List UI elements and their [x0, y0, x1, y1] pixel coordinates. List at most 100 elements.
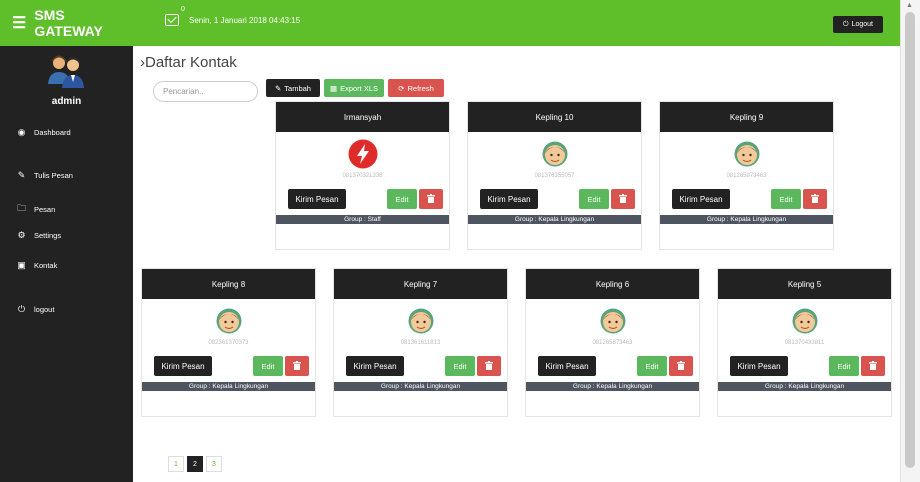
user-avatar-icon: [790, 306, 820, 336]
edit-button[interactable]: Edit: [637, 356, 667, 376]
user-avatar-icon: [732, 139, 762, 169]
sidebar-item-logout[interactable]: ⏻ logout: [16, 304, 55, 315]
kirim-pesan-button[interactable]: Kirim Pesan: [730, 356, 788, 376]
kirim-pesan-button[interactable]: Kirim Pesan: [672, 189, 730, 209]
tambah-button[interactable]: ✎ Tambah: [266, 79, 320, 97]
mail-icon[interactable]: 0: [165, 6, 185, 26]
page-1[interactable]: 1: [168, 456, 184, 472]
contact-group: Group : Kepala Lingkungan: [660, 215, 833, 224]
sidebar-item-label: Tulis Pesan: [34, 171, 73, 180]
contact-group: Group : Kepala Lingkungan: [526, 382, 699, 391]
file-excel-icon: ▦: [329, 83, 338, 93]
kirim-pesan-button[interactable]: Kirim Pesan: [538, 356, 596, 376]
trash-icon: [811, 190, 819, 208]
sidebar-item-kontak[interactable]: ▣ Kontak: [16, 260, 57, 271]
admin-avatar: [46, 52, 86, 92]
admin-name: admin: [51, 96, 82, 107]
brand-title: SMS GATEWAY: [34, 7, 103, 39]
kirim-pesan-button[interactable]: Kirim Pesan: [288, 189, 346, 209]
user-avatar-icon: [406, 306, 436, 336]
gears-icon: ⚙: [17, 230, 26, 240]
edit-button[interactable]: Edit: [579, 189, 609, 209]
logout-label: Logout: [851, 21, 873, 28]
contact-phone: 081361611813: [400, 340, 441, 346]
delete-button[interactable]: [803, 189, 827, 209]
edit-icon: ✎: [275, 83, 282, 93]
contact-card: Kepling 10 081376355057 Kirim Pesan Edit Gro…: [467, 101, 642, 250]
delete-button[interactable]: [861, 356, 885, 376]
mail-count: 0: [181, 6, 185, 13]
power-icon: ⏻: [843, 20, 849, 28]
sidebar-item-dashboard[interactable]: ◉ Dashboard: [16, 127, 71, 138]
sidebar-item-pesan[interactable]: 🗀 Pesan: [16, 201, 55, 217]
sidebar-item-settings[interactable]: ⚙ Settings: [16, 230, 61, 241]
contact-name: Kepling 5: [718, 269, 891, 299]
date-area: 0 Senin, 1 Januari 2018 04:43:15: [165, 6, 301, 26]
page-title: ›Daftar Kontak: [140, 54, 237, 71]
edit-icon: ✎: [17, 170, 26, 180]
delete-button[interactable]: [669, 356, 693, 376]
delete-button[interactable]: [477, 356, 501, 376]
kirim-pesan-button[interactable]: Kirim Pesan: [154, 356, 212, 376]
sidebar-item-tulis-pesan[interactable]: ✎ Tulis Pesan: [16, 170, 73, 181]
scrollbar[interactable]: ▲: [900, 0, 920, 482]
contact-card: Irmansyah 081370321336 Kirim Pesan Edit Grou…: [275, 101, 450, 250]
folder-icon: 🗀: [16, 203, 26, 213]
contact-phone: 082361370373: [208, 340, 249, 346]
contact-name: Kepling 9: [660, 102, 833, 132]
logout-button[interactable]: ⏻ Logout: [833, 16, 883, 33]
edit-button[interactable]: Edit: [829, 356, 859, 376]
contact-name: Kepling 7: [334, 269, 507, 299]
trash-icon: [869, 357, 877, 375]
page-3[interactable]: 3: [206, 456, 222, 472]
trash-icon: [619, 190, 627, 208]
contact-group: Group : Kepala Lingkungan: [468, 215, 641, 224]
datetime: Senin, 1 Januari 2018 04:43:15: [189, 15, 301, 25]
address-book-icon: ▣: [17, 260, 26, 270]
scroll-up-icon[interactable]: ▲: [906, 2, 913, 9]
dashboard-icon: ◉: [17, 127, 26, 137]
flash-avatar-icon: [348, 139, 378, 169]
contact-card: Kepling 7 081361611813 Kirim Pesan Edit Grou…: [333, 268, 508, 417]
sidebar-item-label: Settings: [34, 231, 62, 240]
kirim-pesan-button[interactable]: Kirim Pesan: [346, 356, 404, 376]
export-xls-button[interactable]: ▦ Export XLS: [324, 79, 384, 97]
trash-icon: [293, 357, 301, 375]
contact-name: Kepling 10: [468, 102, 641, 132]
delete-button[interactable]: [611, 189, 635, 209]
sidebar: admin ◉ Dashboard ✎ Tulis Pesan 🗀 Pesan …: [0, 46, 133, 482]
refresh-icon: ⟳: [398, 83, 405, 93]
pagination: 1 2 3: [168, 456, 222, 472]
user-avatar-icon: [540, 139, 570, 169]
edit-button[interactable]: Edit: [445, 356, 475, 376]
scroll-thumb[interactable]: [905, 12, 915, 468]
edit-button[interactable]: Edit: [387, 189, 417, 209]
kirim-pesan-button[interactable]: Kirim Pesan: [480, 189, 538, 209]
user-avatar-icon: [598, 306, 628, 336]
sidebar-item-label: Pesan: [34, 204, 56, 214]
contact-phone: 081376355057: [534, 173, 575, 179]
menu-toggle-icon[interactable]: ☰: [12, 15, 27, 32]
refresh-label: Refresh: [407, 83, 434, 93]
contact-phone: 081370433811: [784, 340, 825, 346]
edit-button[interactable]: Edit: [253, 356, 283, 376]
export-label: Export XLS: [340, 83, 379, 93]
contact-name: Irmansyah: [276, 102, 449, 132]
contact-phone: 081265873463: [592, 340, 633, 346]
brand[interactable]: ☰ SMS GATEWAY: [0, 0, 133, 46]
delete-button[interactable]: [285, 356, 309, 376]
edit-button[interactable]: Edit: [771, 189, 801, 209]
contact-group: Group : Kepala Lingkungan: [334, 382, 507, 391]
search-input[interactable]: Pencarian..: [153, 81, 258, 102]
contact-card: Kepling 9 081265873463 Kirim Pesan Edit Grou…: [659, 101, 834, 250]
sidebar-item-label: logout: [34, 305, 55, 314]
contact-group: Group : Staff: [276, 215, 449, 224]
sidebar-item-label: Dashboard: [34, 128, 71, 137]
trash-icon: [427, 190, 435, 208]
refresh-button[interactable]: ⟳ Refresh: [388, 79, 444, 97]
contact-card: Kepling 5 081370433811 Kirim Pesan Edit Grou…: [717, 268, 892, 417]
page-2[interactable]: 2: [187, 456, 203, 472]
contact-name: Kepling 8: [142, 269, 315, 299]
top-bar: ☰ SMS GATEWAY 0 Senin, 1 Januari 2018 04…: [0, 0, 900, 46]
delete-button[interactable]: [419, 189, 443, 209]
